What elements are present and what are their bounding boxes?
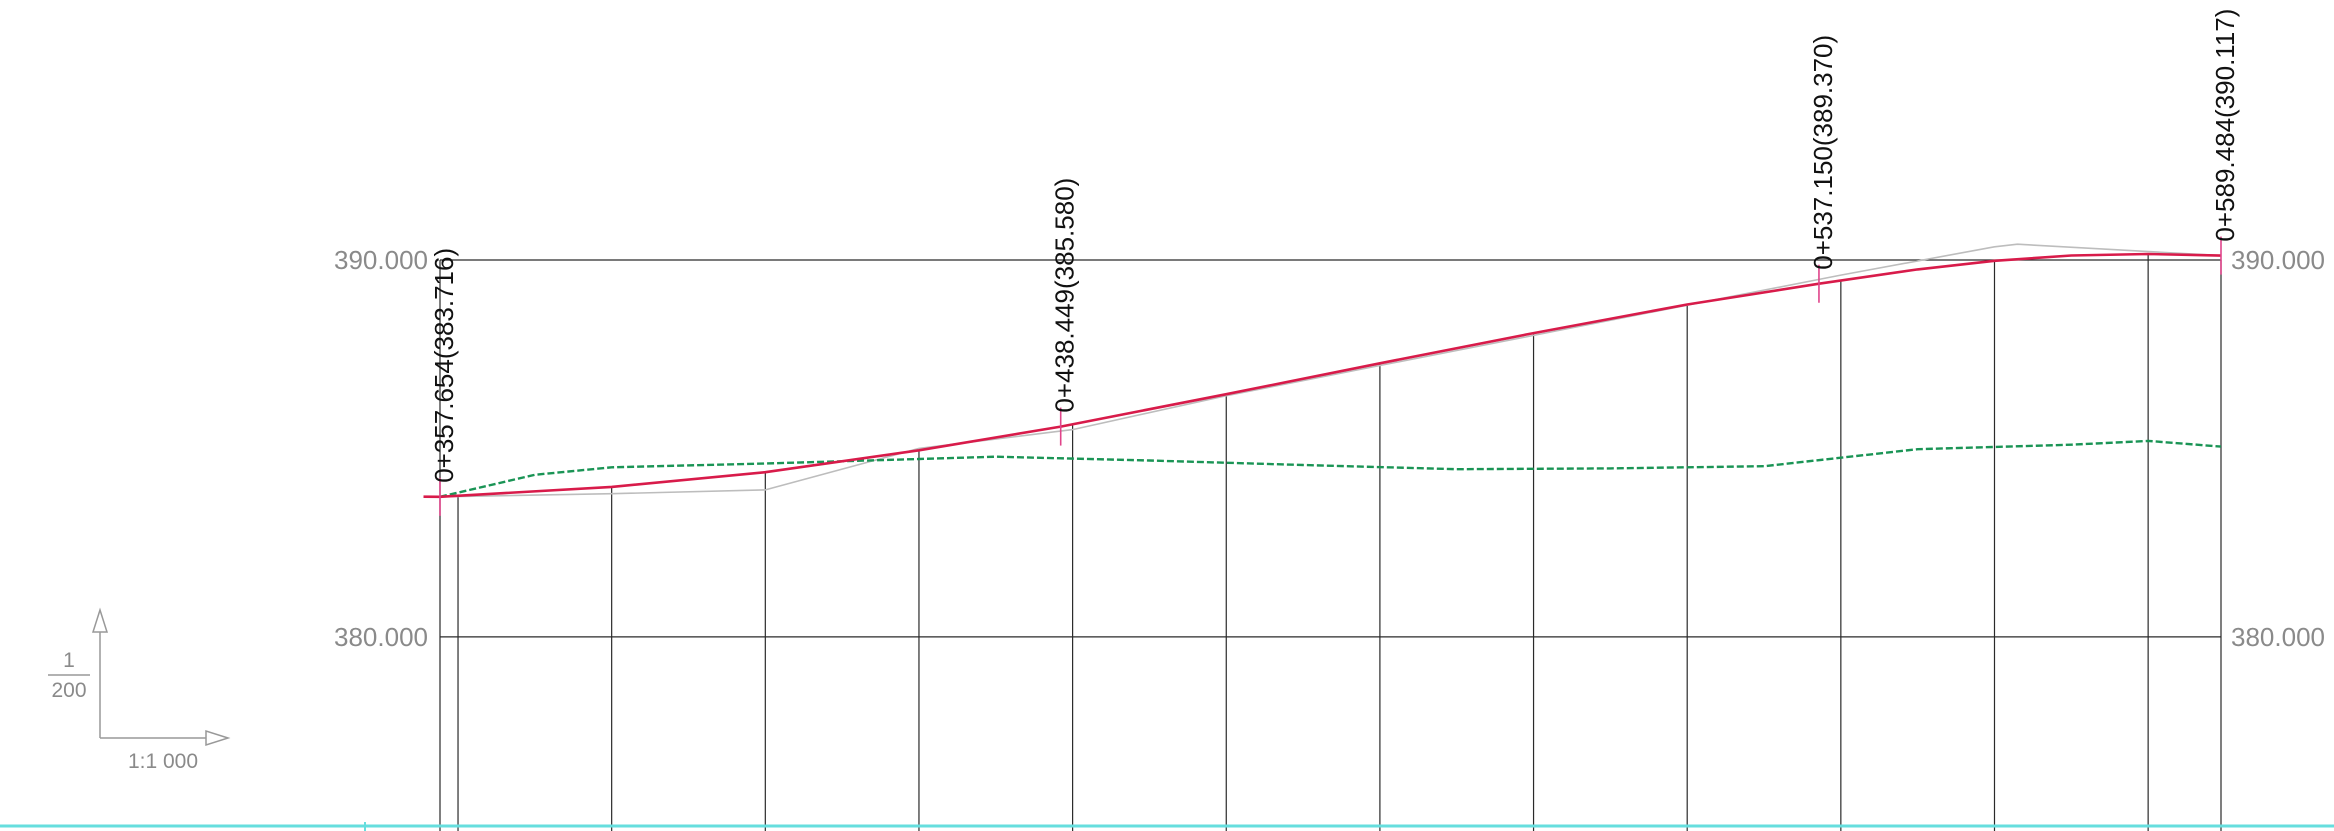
station-label: 0+537.150(389.370) bbox=[1808, 35, 1838, 270]
elevation-labels: 390.000 390.000 380.000 380.000 bbox=[334, 245, 2325, 652]
reference-line-line bbox=[439, 243, 2222, 498]
elevation-label-left: 390.000 bbox=[334, 245, 428, 275]
grid-layer bbox=[439, 253, 2222, 831]
vertical-scale-arrow-icon bbox=[91, 607, 109, 633]
vertical-scale-numerator: 1 bbox=[63, 649, 75, 672]
scale-indicator: 1 200 1:1 000 bbox=[48, 607, 231, 773]
elevation-label-right: 390.000 bbox=[2231, 245, 2325, 275]
horizontal-scale-label: 1:1 000 bbox=[128, 750, 198, 773]
elevation-label-right: 380.000 bbox=[2231, 622, 2325, 652]
elevation-label-left: 380.000 bbox=[334, 622, 428, 652]
station-label: 0+589.484(390.117) bbox=[2210, 9, 2240, 242]
station-label: 0+357.654(383.716) bbox=[429, 248, 459, 483]
horizontal-scale-arrow-icon bbox=[205, 729, 231, 747]
existing-ground-line bbox=[439, 439, 2222, 498]
station-label: 0+438.449(385.580) bbox=[1050, 178, 1080, 413]
series-layer bbox=[423, 243, 2222, 499]
station-layer: 0+357.654(383.716) 0+438.449(385.580) 0+53… bbox=[429, 9, 2240, 516]
vertical-scale-denominator: 200 bbox=[51, 679, 86, 702]
design-profile-line bbox=[423, 252, 2222, 499]
